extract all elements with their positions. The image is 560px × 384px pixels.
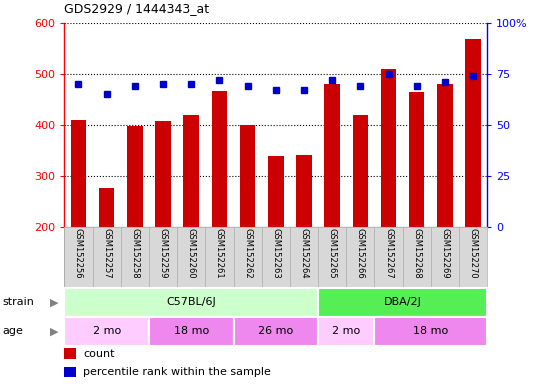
Text: ▶: ▶: [50, 297, 59, 308]
Text: count: count: [83, 349, 115, 359]
Bar: [234, 317, 318, 346]
Text: GSM152262: GSM152262: [243, 228, 252, 279]
Text: GSM152261: GSM152261: [215, 228, 224, 279]
Bar: [64, 348, 76, 359]
Bar: [212, 91, 227, 227]
Bar: [149, 317, 234, 346]
Text: GSM152270: GSM152270: [469, 228, 478, 279]
Text: C57BL/6J: C57BL/6J: [166, 297, 216, 308]
Bar: [296, 156, 312, 227]
Bar: [71, 120, 86, 227]
Bar: [99, 189, 114, 227]
Bar: [64, 288, 318, 317]
Text: 2 mo: 2 mo: [332, 326, 361, 336]
Text: GSM152265: GSM152265: [328, 228, 337, 279]
Bar: [465, 39, 481, 227]
Bar: [324, 84, 340, 227]
Bar: [268, 156, 283, 227]
Text: 26 mo: 26 mo: [258, 326, 293, 336]
Bar: [381, 69, 396, 227]
Bar: [127, 126, 143, 227]
Text: GSM152267: GSM152267: [384, 228, 393, 279]
Text: age: age: [3, 326, 24, 336]
Text: percentile rank within the sample: percentile rank within the sample: [83, 367, 271, 377]
Text: 2 mo: 2 mo: [92, 326, 121, 336]
Bar: [375, 317, 487, 346]
Bar: [409, 92, 424, 227]
Text: ▶: ▶: [50, 326, 59, 336]
Bar: [437, 84, 452, 227]
Text: GSM152257: GSM152257: [102, 228, 111, 279]
Text: DBA/2J: DBA/2J: [384, 297, 422, 308]
Bar: [184, 115, 199, 227]
Bar: [318, 288, 487, 317]
Text: GSM152260: GSM152260: [186, 228, 196, 279]
Text: GSM152266: GSM152266: [356, 228, 365, 279]
Text: 18 mo: 18 mo: [174, 326, 209, 336]
Text: GSM152269: GSM152269: [440, 228, 450, 279]
Text: GSM152256: GSM152256: [74, 228, 83, 279]
Text: GSM152259: GSM152259: [158, 228, 167, 279]
Text: 18 mo: 18 mo: [413, 326, 449, 336]
Text: strain: strain: [3, 297, 35, 308]
Text: GSM152268: GSM152268: [412, 228, 421, 279]
Bar: [240, 125, 255, 227]
Bar: [64, 367, 76, 377]
Bar: [353, 115, 368, 227]
Text: GDS2929 / 1444343_at: GDS2929 / 1444343_at: [64, 2, 209, 15]
Bar: [155, 121, 171, 227]
Text: GSM152263: GSM152263: [271, 228, 281, 279]
Bar: [64, 317, 149, 346]
Text: GSM152264: GSM152264: [300, 228, 309, 279]
Text: GSM152258: GSM152258: [130, 228, 139, 279]
Bar: [318, 317, 375, 346]
